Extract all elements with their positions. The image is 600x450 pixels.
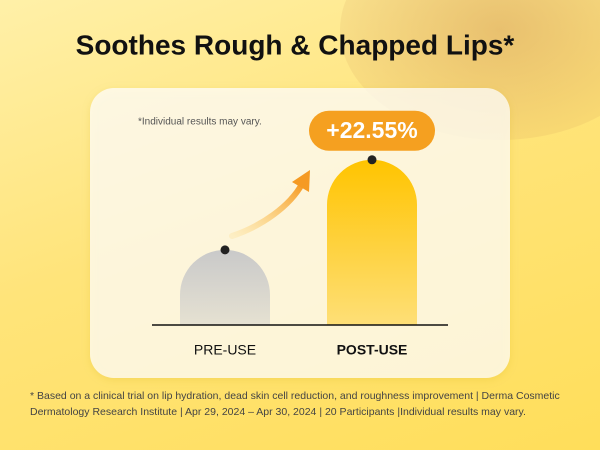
chart-title: Soothes Rough & Chapped Lips* <box>76 29 515 60</box>
card <box>90 88 510 378</box>
disclaimer: *Individual results may vary. <box>138 117 262 128</box>
bar <box>180 249 270 325</box>
bar-dot <box>367 155 377 165</box>
bar-dot <box>220 245 230 255</box>
footnote: * Based on a clinical trial on lip hydra… <box>30 390 560 418</box>
x-tick-label: PRE-USE <box>194 342 256 358</box>
arrow <box>229 181 305 239</box>
x-tick-label: POST-USE <box>337 342 408 358</box>
arrow-head <box>292 170 310 192</box>
annotation: +22.55% <box>326 117 417 143</box>
badge <box>309 110 435 151</box>
bar <box>327 159 417 325</box>
plot: PRE-USE POST-USE +22.55% <box>152 110 448 358</box>
